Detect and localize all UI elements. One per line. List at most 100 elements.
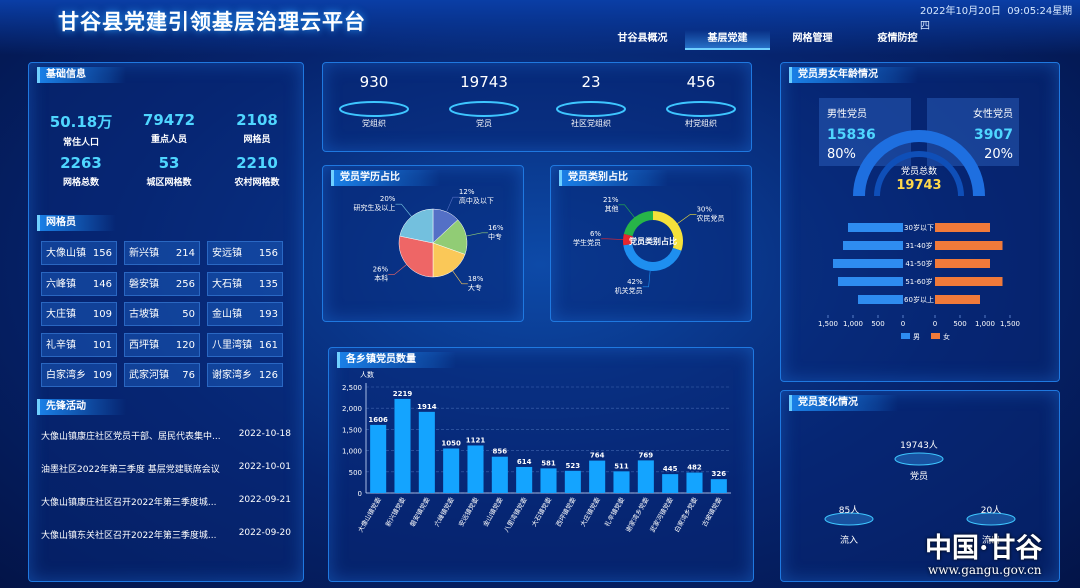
count-value: 930 [359, 73, 389, 91]
nav-item[interactable]: 甘谷县概况 [617, 33, 668, 44]
y-tick-label: 2,500 [342, 384, 362, 392]
y-tick-label: 60岁以上 [904, 295, 934, 304]
value-label: 856 [493, 448, 508, 456]
staff-name: 大石镇 [212, 278, 242, 290]
value-label: 18% [468, 275, 484, 283]
x-tick-label: 1,000 [843, 320, 863, 328]
leader-line [395, 203, 412, 217]
stat: 2210 农村网格数 [217, 154, 297, 188]
pie-chart: 12%高中及以下 16%中专 18%大专 26%本科 20%研究生及以上 [353, 188, 503, 292]
time: 09:05:24 [1007, 6, 1053, 17]
platforms [824, 452, 1016, 526]
activity[interactable]: 大像山镇东关社区召开2022年第三季度城... 2022-09-20 [41, 528, 291, 541]
activity[interactable]: 油墨社区2022年第三季度 基层党建联席会议 2022-10-01 [41, 462, 291, 475]
value-label: 21% [603, 196, 619, 204]
staff-item: 八里湾镇 161 [207, 332, 283, 357]
staff-name: 新兴镇 [129, 248, 159, 259]
activity-text: 油墨社区2022年第三季度 基层党建联席会议 [41, 465, 220, 475]
count-value: 23 [581, 73, 601, 91]
x-tick-label: 八里湾镇党委 [502, 495, 530, 534]
staff-name: 金山镇 [212, 309, 242, 320]
bar [613, 471, 630, 493]
value-label: 1050 [441, 439, 461, 447]
slice [653, 211, 683, 251]
platform [666, 101, 736, 117]
staff-item: 大像山镇 156 [41, 241, 117, 265]
activity-text: 大像山镇康庄社区召开2022年第三季度城... [41, 498, 217, 508]
staff-name: 白家湾乡 [46, 370, 86, 381]
x-tick-label: 大庄镇党委 [578, 495, 602, 528]
staff-name: 大庄镇 [46, 309, 76, 320]
x-tick-label: 0 [901, 320, 905, 328]
x-tick-label: 安远镇党委 [456, 495, 480, 528]
x-tick-label: 500 [953, 320, 966, 328]
leader-line [388, 264, 407, 275]
female-label: 女性党员 [973, 107, 1013, 120]
staff-item: 谢家湾乡 126 [207, 363, 283, 387]
header [0, 0, 1080, 55]
stat-value: 2108 [236, 111, 278, 129]
staff-name: 八里湾镇 [212, 339, 252, 351]
staff-count: 120 [175, 339, 195, 351]
center-label: 党员类别占比 [629, 236, 677, 246]
bar [848, 223, 903, 232]
activity[interactable]: 大像山镇康庄社区党员干部、居民代表集中... 2022-10-18 [41, 429, 291, 442]
staff-name: 大像山镇 [46, 248, 86, 259]
stat-value: 53 [158, 154, 180, 172]
leader-line [601, 238, 624, 240]
section-title: 党员男女年龄情况 [789, 67, 918, 83]
section-title: 网格员 [37, 215, 116, 231]
value-label: 26% [373, 266, 389, 274]
staff-count: 109 [92, 370, 112, 381]
staff-item: 磐安镇 256 [124, 271, 200, 296]
bar [589, 460, 606, 493]
x-tick-label: 新兴镇党委 [383, 495, 407, 528]
staff-count: 146 [92, 278, 112, 290]
stat-value: 2210 [236, 154, 278, 172]
slice [623, 243, 682, 271]
nav-item[interactable]: 基层党建 [685, 30, 770, 50]
gauge [853, 130, 985, 197]
count: 23 社区党组织 [541, 73, 641, 129]
town-panel: 各乡镇党员数量 人数 0 500 1,000 1,500 2,000 2,500 1606 大像… [328, 347, 754, 582]
activity-date: 2022-09-21 [238, 495, 291, 505]
nav-item[interactable]: 疫情防控 [877, 33, 918, 44]
bar [564, 470, 581, 493]
staff-count: 156 [92, 248, 112, 259]
count-label: 村党组织 [685, 119, 717, 128]
y-tick-label: 500 [349, 469, 362, 477]
staff-name: 礼辛镇 [46, 339, 76, 351]
slice [432, 242, 466, 278]
leader-line [677, 214, 697, 224]
stat-label: 网格总数 [62, 178, 99, 188]
bar [838, 277, 903, 286]
staff-count: 161 [258, 339, 278, 351]
stat-value: 50.18万 [49, 113, 113, 131]
box [927, 98, 1019, 166]
activity[interactable]: 大像山镇康庄社区召开2022年第三季度城... 2022-09-21 [41, 495, 291, 508]
bar [935, 259, 990, 268]
nav-item[interactable]: 网格管理 [792, 33, 833, 44]
count-label: 党组织 [362, 119, 386, 128]
bar [833, 259, 903, 268]
platform [449, 101, 519, 117]
staff-count: 109 [92, 309, 112, 320]
bar [516, 466, 533, 493]
y-tick-label: 51-60岁 [905, 277, 932, 286]
x-tick-label: 礼辛镇党委 [602, 495, 626, 528]
stat: 2263 网格总数 [41, 154, 121, 188]
legend-label: 女 [943, 332, 950, 341]
bar [935, 241, 1003, 250]
x-tick-label: 磐安镇党委 [408, 495, 432, 528]
y-tick-label: 41-50岁 [905, 259, 932, 268]
bar [637, 460, 654, 493]
staff-count: 256 [175, 278, 195, 290]
page-title: 甘谷县党建引领基层治理云平台 [58, 10, 366, 34]
education-panel: 党员学历占比 12% 高中及以下 16% 中专 18% 大专 26% 本科 20% 研究生及以上 [322, 165, 524, 322]
leader-line [618, 204, 635, 218]
value-label: 523 [566, 462, 581, 470]
staff-item: 大石镇 135 [207, 271, 283, 296]
count: 19743 党员 [434, 73, 534, 129]
staff-name: 谢家湾乡 [212, 370, 252, 381]
